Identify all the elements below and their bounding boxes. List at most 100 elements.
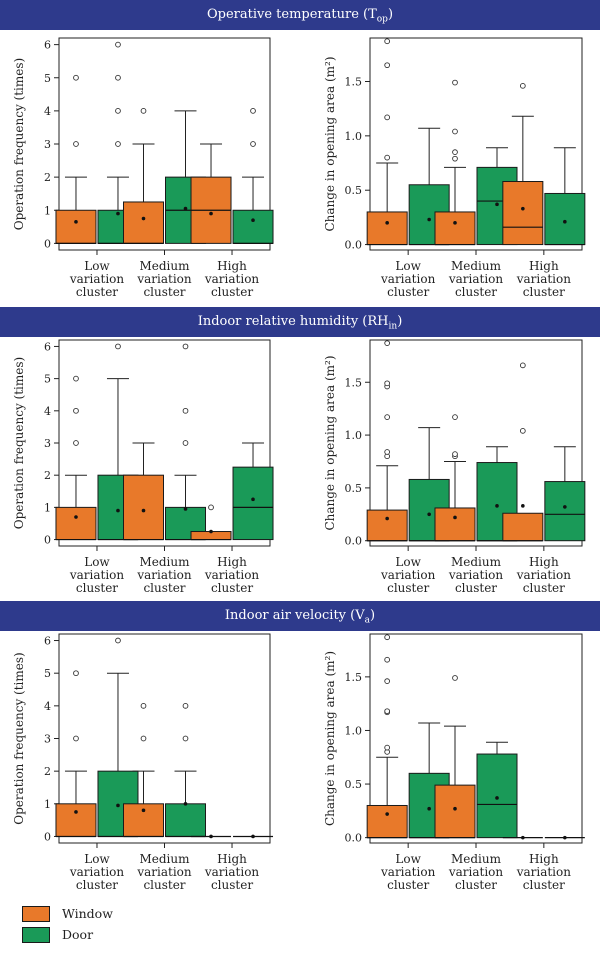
y-tick-label: 3 <box>44 138 51 151</box>
window-outlier <box>452 128 458 135</box>
window-mean-point <box>385 221 389 225</box>
window-box <box>55 209 97 244</box>
y-axis-label: Change in opening area (m²) <box>323 651 337 826</box>
door-mean-point <box>251 834 255 839</box>
y-tick-label: 0 <box>44 237 51 250</box>
x-category-label: High <box>529 555 559 569</box>
window-outlier <box>384 634 391 641</box>
x-category-label: Low <box>395 259 421 273</box>
panel-1: 0.0 0.5 1.0 1.5 Change in opening area (m²) L… <box>323 37 586 299</box>
window-outlier <box>140 108 147 114</box>
window-mean-point <box>74 810 78 814</box>
door-outlier <box>250 141 256 147</box>
x-category-label: Medium <box>451 852 502 866</box>
door-outlier <box>115 637 121 644</box>
window-box <box>55 803 97 837</box>
door-outlier <box>115 41 121 48</box>
x-category-label: cluster <box>455 581 497 595</box>
window-outlier <box>452 414 458 420</box>
window-outlier <box>452 451 458 457</box>
window-outlier <box>519 362 526 369</box>
x-category-label: variation <box>69 272 125 286</box>
y-tick-label: 5 <box>44 72 51 85</box>
legend: Window Door <box>22 903 113 945</box>
y-tick-label: 6 <box>44 635 51 648</box>
legend-label-window: Window <box>62 906 113 921</box>
door-mean-point <box>183 507 188 511</box>
window-box <box>55 506 97 541</box>
x-category-label: cluster <box>523 581 565 595</box>
x-category-label: variation <box>448 568 504 582</box>
window-outlier <box>208 504 214 511</box>
x-category-label: cluster <box>455 878 497 892</box>
y-tick-label: 4 <box>44 405 51 418</box>
y-tick-label: 0.5 <box>345 482 363 495</box>
y-tick-label: 2 <box>44 171 51 184</box>
y-tick-label: 0.0 <box>345 239 363 252</box>
window-outlier <box>140 702 147 709</box>
x-category-label: variation <box>204 568 260 582</box>
door-outlier <box>115 343 121 350</box>
door-mean-point <box>495 202 499 207</box>
window-outlier <box>384 708 391 715</box>
y-tick-label: 3 <box>44 733 51 746</box>
x-category-label: Medium <box>139 259 190 273</box>
window-mean-point <box>521 835 525 840</box>
x-category-label: High <box>529 259 559 273</box>
x-category-label: Medium <box>451 555 502 569</box>
x-category-label: variation <box>136 865 192 879</box>
window-mean-point <box>141 808 146 813</box>
window-outlier <box>73 407 79 414</box>
x-category-label: Medium <box>451 259 502 273</box>
door-mean-point <box>251 497 255 502</box>
y-tick-label: 5 <box>44 667 51 680</box>
panel-3: 0.0 0.5 1.0 1.5 Change in opening area (m²) L… <box>323 339 586 595</box>
door-mean-point <box>116 803 120 808</box>
window-mean-point <box>521 206 525 211</box>
legend-item-door: Door <box>22 924 113 945</box>
x-category-label: cluster <box>387 285 429 299</box>
y-tick-label: 0.5 <box>345 184 363 197</box>
y-tick-label: 0.0 <box>345 535 363 548</box>
x-category-label: Low <box>395 852 421 866</box>
x-category-label: High <box>217 852 247 866</box>
section-title-subscript: op <box>376 14 388 25</box>
window-outlier <box>384 340 391 347</box>
door-mean-point <box>427 217 431 222</box>
window-outlier <box>384 678 391 685</box>
legend-item-window: Window <box>22 903 113 924</box>
door-outlier <box>182 407 189 414</box>
window-outlier <box>452 675 458 681</box>
window-outlier <box>519 428 526 434</box>
window-outlier <box>384 656 391 663</box>
window-mean-point <box>209 211 213 216</box>
section-title-subscript: a <box>364 615 370 626</box>
section-title-subscript: in <box>388 321 398 332</box>
x-category-label: cluster <box>143 878 185 892</box>
y-tick-label: 1.0 <box>345 130 363 143</box>
x-category-label: Low <box>84 259 110 273</box>
door-mean-point <box>251 218 255 222</box>
x-category-label: cluster <box>387 581 429 595</box>
x-category-label: High <box>217 555 247 569</box>
y-tick-label: 1.0 <box>345 429 363 442</box>
door-box <box>232 209 274 244</box>
window-outlier <box>384 154 391 161</box>
door-mean-point <box>427 806 431 811</box>
window-outlier <box>73 141 79 147</box>
x-category-label: High <box>217 259 247 273</box>
x-category-label: variation <box>136 568 192 582</box>
window-mean-point <box>209 529 213 534</box>
panel-5: 0.0 0.5 1.0 1.5 Change in opening area (m²) L… <box>323 633 585 892</box>
x-category-label: cluster <box>211 581 253 595</box>
x-category-label: variation <box>448 865 504 879</box>
window-mean-point <box>209 834 213 839</box>
y-tick-label: 1.0 <box>345 724 363 737</box>
window-mean-point <box>74 220 78 224</box>
window-outlier <box>452 149 458 156</box>
door-outlier <box>182 440 189 446</box>
x-category-label: variation <box>516 568 572 582</box>
door-outlier <box>115 74 121 81</box>
